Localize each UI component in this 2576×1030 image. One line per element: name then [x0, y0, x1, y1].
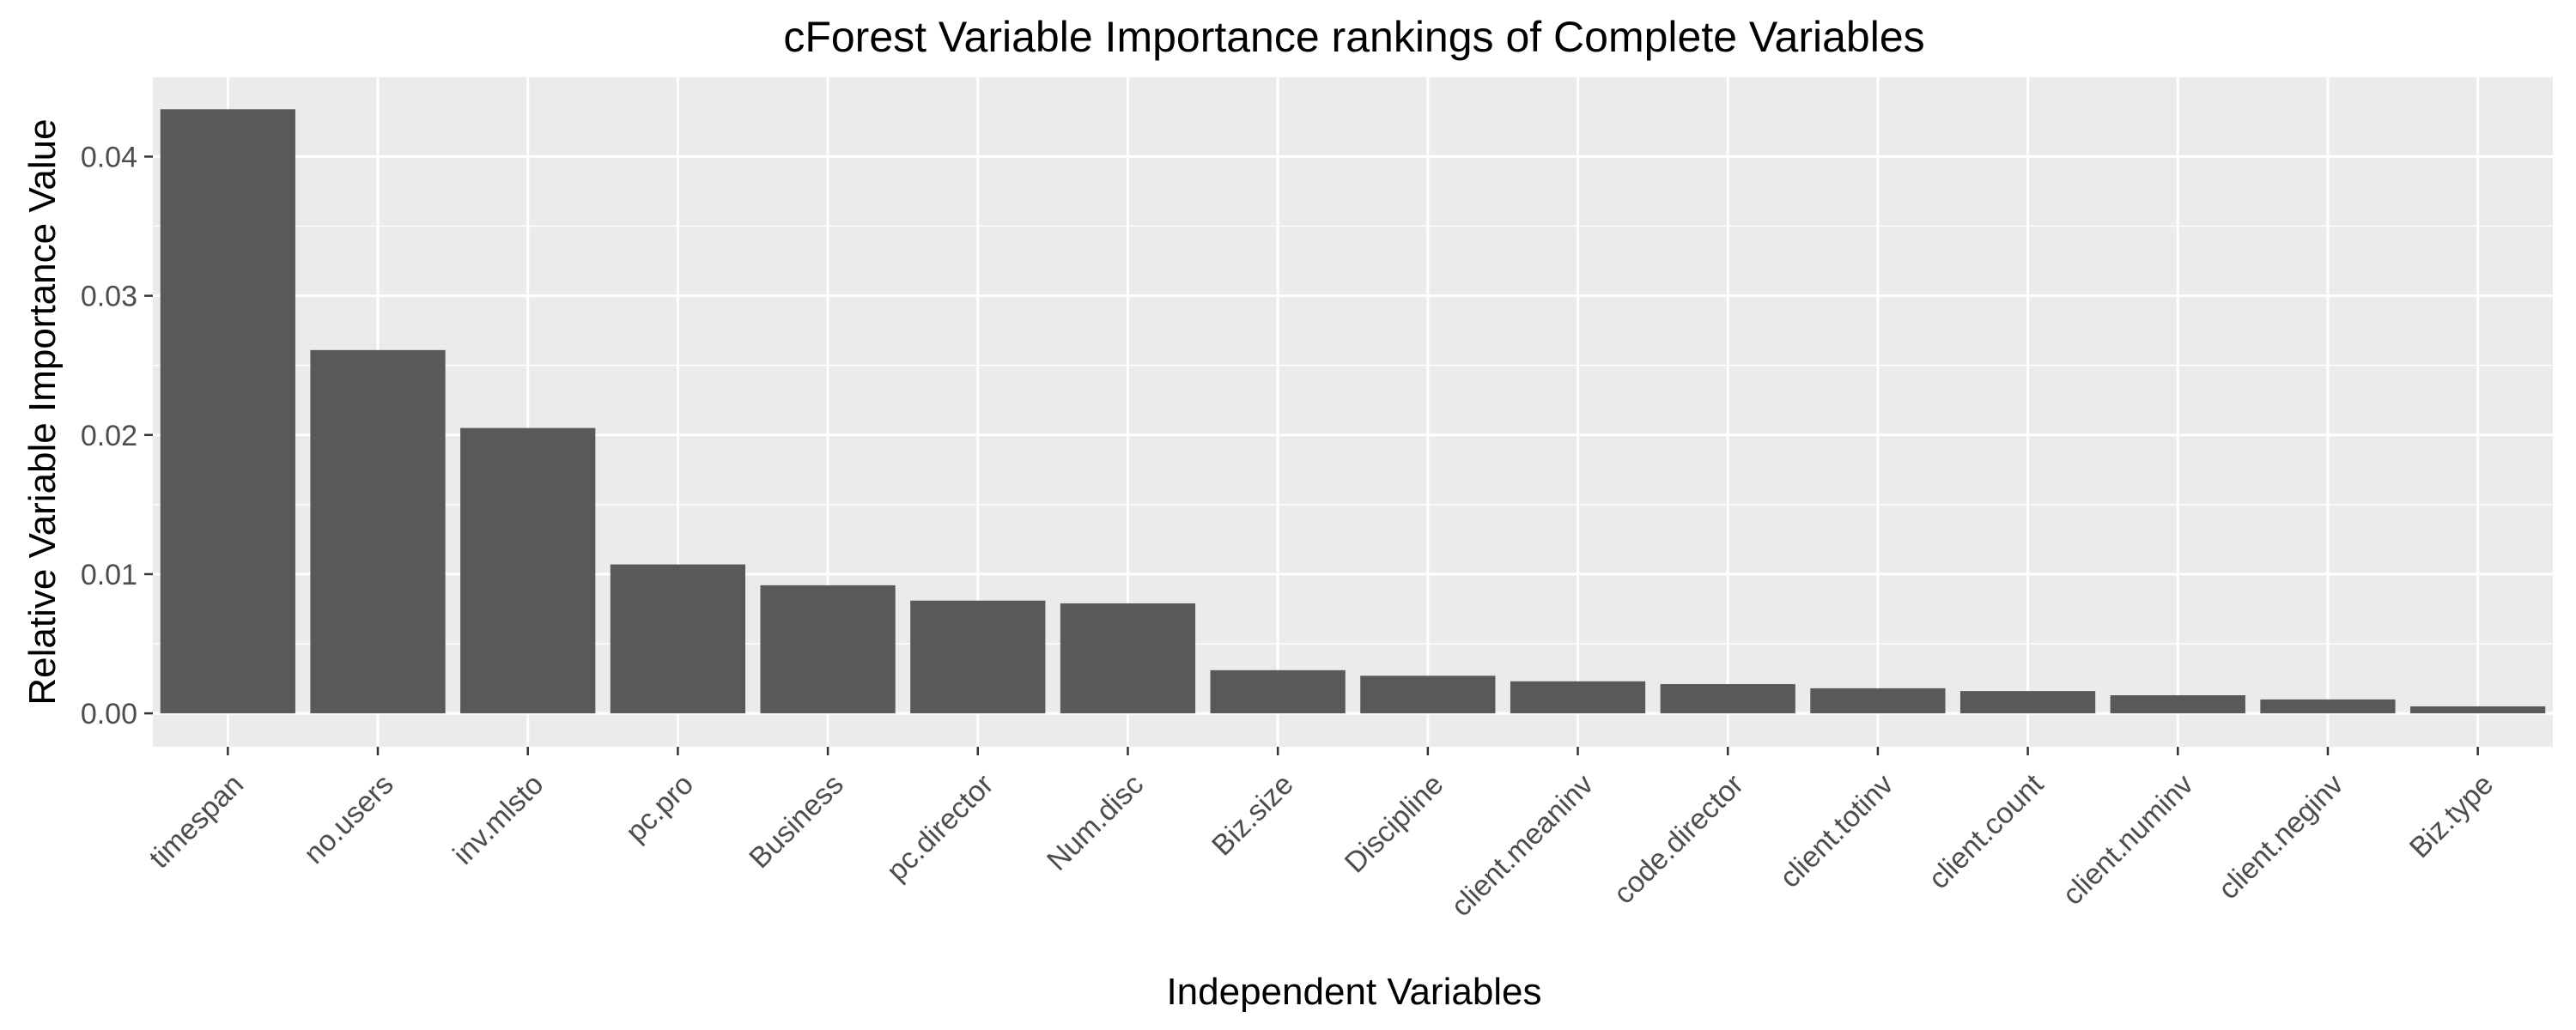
x-tick-label: Biz.type	[2403, 768, 2500, 864]
bar	[1360, 676, 1496, 714]
y-tick-label: 0.00	[81, 698, 137, 730]
bar	[2260, 699, 2396, 714]
bar	[1060, 603, 1196, 714]
x-tick-label: Biz.size	[1206, 768, 1300, 863]
x-axis: timespan no.users inv.mlsto pc.pro Business p…	[143, 747, 2500, 923]
chart-title: cForest Variable Importance rankings of …	[783, 13, 1924, 61]
bar	[1660, 684, 1795, 714]
y-tick-label: 0.01	[81, 559, 137, 591]
bar	[2110, 695, 2245, 714]
y-tick-label: 0.02	[81, 420, 137, 452]
bar	[460, 427, 596, 714]
x-tick-label: code.director	[1607, 768, 1750, 911]
bar	[2410, 706, 2546, 714]
x-tick-label: client.count	[1923, 767, 2050, 895]
x-tick-label: no.users	[298, 768, 400, 870]
x-tick-label: pc.pro	[619, 768, 700, 849]
bar	[160, 109, 295, 714]
x-tick-label: timespan	[143, 768, 250, 875]
x-tick-label: client.numinv	[2057, 768, 2200, 912]
bar	[1510, 681, 1646, 714]
y-tick-label: 0.03	[81, 281, 137, 313]
x-tick-label: pc.director	[880, 768, 999, 888]
bar	[1210, 670, 1346, 714]
y-tick-label: 0.04	[81, 141, 137, 173]
bar	[910, 600, 1046, 714]
bars	[160, 109, 2546, 714]
x-tick-label: client.totinv	[1773, 768, 1899, 894]
bar	[760, 585, 896, 714]
bar	[310, 349, 446, 714]
x-tick-label: Business	[743, 768, 849, 875]
x-tick-label: Discipline	[1339, 768, 1450, 880]
x-axis-title: Independent Variables	[1166, 971, 1541, 1013]
x-tick-label: Num.disc	[1041, 768, 1150, 877]
x-tick-label: client.neginv	[2212, 768, 2350, 906]
bar	[1810, 688, 1946, 714]
x-tick-label: client.meaninv	[1445, 768, 1601, 924]
x-tick-label: inv.mlsto	[447, 768, 550, 871]
y-axis-title: Relative Variable Importance Value	[21, 118, 64, 705]
y-axis: 0.00 0.01 0.02 0.03 0.04	[81, 141, 153, 730]
bar	[1959, 691, 2096, 714]
bar	[610, 564, 746, 714]
